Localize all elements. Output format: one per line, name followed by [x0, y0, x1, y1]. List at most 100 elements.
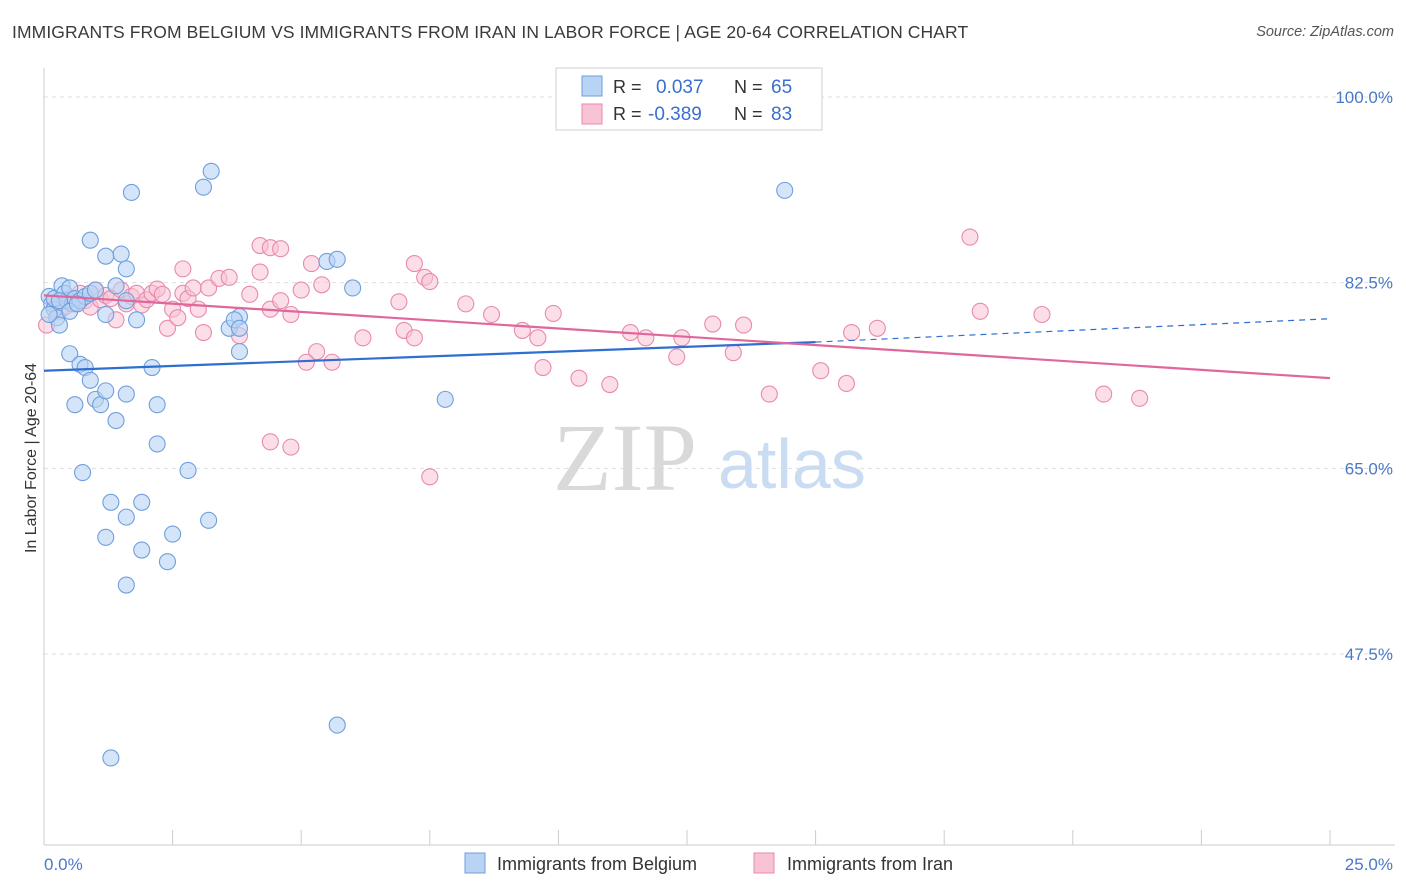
legend-swatch-iran: [581, 103, 603, 125]
trend-line-iran: [43, 294, 1331, 380]
belgium-point-21: [107, 277, 125, 295]
iran-point-46: [174, 260, 192, 278]
belgium-point-65: [328, 716, 346, 734]
belgium-point-62: [200, 511, 218, 529]
x-tick-label-0: 0.0%: [44, 855, 83, 874]
belgium-point-25: [97, 247, 115, 265]
grid-lines: [44, 96, 1395, 655]
watermark-zip: ZIP: [553, 404, 697, 511]
belgium-point-53: [230, 343, 249, 361]
iran-point-50: [390, 293, 408, 311]
source-credit: Source: ZipAtlas.com: [1256, 24, 1394, 40]
iran-point-63: [637, 329, 655, 347]
belgium-point-39: [61, 345, 79, 363]
iran-point-57: [405, 329, 423, 347]
belgium-point-33: [328, 250, 346, 268]
watermark: ZIP atlas: [553, 404, 866, 511]
iran-point-60: [323, 353, 341, 371]
iran-point-81: [961, 228, 979, 246]
y-tick-label-3: 100.0%: [1335, 88, 1393, 107]
belgium-point-29: [202, 162, 220, 180]
correlation-legend: R = 0.037 N = 65 R = -0.389 N = 83: [555, 67, 823, 131]
belgium-point-58: [117, 508, 135, 526]
legend-r-label-iran: R =: [613, 104, 642, 124]
iran-point-83: [282, 438, 300, 456]
belgium-point-31: [776, 181, 794, 199]
iran-point-70: [812, 362, 830, 380]
iran-point-72: [843, 323, 861, 342]
trend-line-belgium: [43, 340, 816, 372]
belgium-point-66: [102, 749, 120, 767]
iran-point-77: [971, 302, 989, 320]
iran-point-28: [184, 279, 202, 297]
legend-n-label-belgium: N =: [734, 77, 763, 97]
belgium-point-26: [112, 245, 130, 263]
iran-point-49: [421, 273, 439, 291]
iran-point-42: [313, 276, 331, 294]
iran-point-74: [668, 348, 686, 366]
belgium-point-34: [344, 279, 362, 297]
chart-title: IMMIGRANTS FROM BELGIUM VS IMMIGRANTS FR…: [12, 22, 969, 42]
bottom-legend-belgium: Immigrants from Belgium: [497, 854, 697, 874]
iran-point-22: [153, 285, 171, 303]
iran-point-29: [189, 300, 207, 318]
belgium-point-56: [102, 493, 120, 511]
belgium-point-52: [179, 461, 197, 480]
belgium-point-55: [74, 464, 92, 482]
belgium-point-27: [117, 260, 135, 278]
iran-point-40: [292, 281, 310, 299]
belgium-point-60: [133, 541, 151, 559]
iran-point-36: [251, 263, 269, 281]
iran-point-82: [261, 433, 279, 451]
belgium-point-38: [230, 319, 249, 337]
iran-point-25: [169, 309, 187, 327]
iran-point-65: [704, 315, 722, 333]
bottom-legend: Immigrants from Belgium Immigrants from …: [464, 852, 953, 874]
iran-point-33: [220, 268, 238, 286]
belgium-point-54: [436, 390, 454, 408]
axes: [43, 68, 1395, 846]
y-tick-label-2: 82.5%: [1345, 274, 1393, 293]
belgium-point-5: [40, 305, 58, 324]
belgium-point-63: [158, 553, 177, 571]
belgium-point-18: [68, 295, 86, 313]
belgium-point-47: [107, 412, 125, 430]
iran-point-23: [158, 319, 177, 337]
bottom-legend-swatch-iran: [753, 852, 775, 874]
belgium-point-4: [50, 316, 68, 334]
belgium-point-61: [164, 525, 182, 543]
belgium-point-24: [81, 231, 99, 249]
y-axis-label: In Labor Force | Age 20-64: [23, 363, 40, 553]
iran-point-73: [868, 319, 886, 337]
legend-n-value-belgium: 65: [771, 77, 792, 98]
iran-point-68: [601, 375, 619, 394]
watermark-atlas: atlas: [718, 425, 866, 503]
belgium-point-28: [194, 178, 213, 196]
iran-point-71: [837, 374, 856, 393]
iran-point-69: [760, 385, 778, 403]
iran-point-47: [405, 255, 423, 273]
iran-point-39: [282, 305, 300, 324]
iran-point-52: [482, 305, 501, 324]
iran-point-76: [534, 358, 552, 377]
y-tick-labels: 47.5% 65.0% 82.5% 100.0%: [1335, 88, 1393, 664]
legend-r-value-iran: -0.389: [648, 104, 702, 125]
legend-r-label-belgium: R =: [613, 77, 642, 97]
iran-point-66: [735, 316, 753, 334]
belgium-point-40: [66, 396, 84, 414]
bottom-legend-swatch-belgium: [464, 852, 486, 874]
belgium-point-59: [97, 528, 115, 546]
iran-point-78: [1033, 305, 1051, 324]
iran-point-58: [354, 329, 372, 347]
iran-point-41: [302, 255, 321, 273]
belgium-point-43: [81, 371, 99, 389]
y-tick-label-0: 47.5%: [1345, 645, 1393, 664]
belgium-point-19: [86, 281, 104, 299]
belgium-point-23: [128, 311, 146, 329]
iran-point-38: [272, 292, 290, 310]
belgium-point-57: [133, 493, 151, 511]
belgium-point-64: [117, 576, 135, 594]
belgium-point-30: [122, 183, 140, 202]
x-tick-labels: 0.0% 25.0%: [44, 855, 1393, 874]
trend-line-belgium-extension: [815, 318, 1331, 343]
